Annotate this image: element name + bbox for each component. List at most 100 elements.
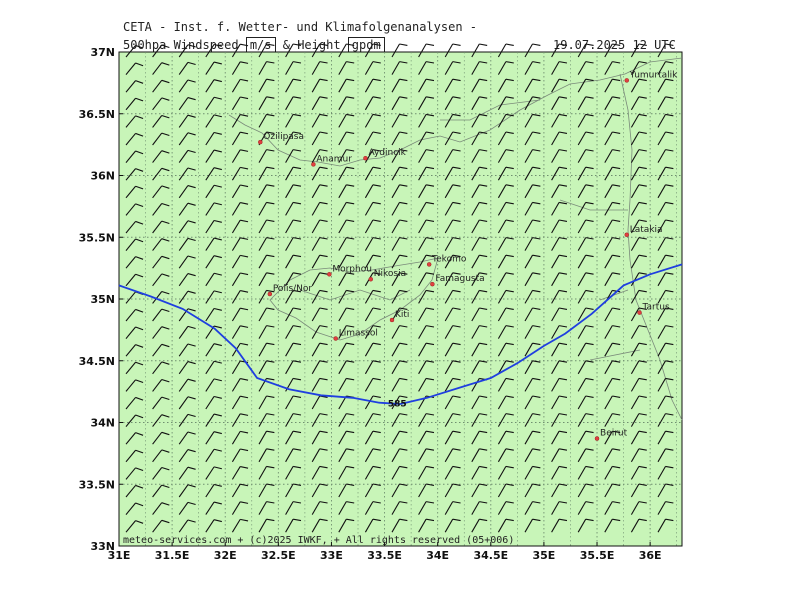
wind-barb <box>205 255 222 269</box>
wind-barb <box>258 96 275 111</box>
svg-text:Beirut: Beirut <box>600 429 628 439</box>
wind-barb <box>152 449 170 463</box>
wind-barb <box>630 430 647 445</box>
wind-barb <box>258 307 275 322</box>
city-markers: Yumurtalik Ozilipasa Anamur Aydincik Latakia… <box>258 70 678 441</box>
wind-barb <box>391 113 408 128</box>
wind-barb <box>418 237 435 251</box>
wind-barb <box>285 518 302 533</box>
wind-barb <box>551 307 568 322</box>
wind-barb <box>444 289 461 304</box>
wind-barb <box>577 430 594 445</box>
wind-barb <box>338 448 355 463</box>
wind-barb <box>657 307 674 322</box>
wind-barb <box>630 413 647 427</box>
wind-barb <box>125 168 144 181</box>
wind-barb <box>258 254 275 269</box>
wind-barb <box>258 289 275 304</box>
wind-barb <box>178 519 196 533</box>
wind-barb <box>338 307 355 322</box>
wind-barb <box>338 219 355 234</box>
wind-barb <box>524 289 541 304</box>
wind-barb <box>630 307 647 322</box>
wind-barb <box>231 254 249 269</box>
wind-barb <box>231 237 249 251</box>
wind-barb <box>524 342 541 357</box>
wind-barb <box>524 325 541 339</box>
wind-barb <box>577 131 594 146</box>
lon-tick-label: 32.5E <box>261 549 296 562</box>
lat-tick-label: 37N <box>90 46 115 59</box>
wind-barb <box>205 79 222 93</box>
wind-barb <box>657 448 674 463</box>
wind-barb <box>338 430 355 445</box>
wind-barb <box>391 184 408 199</box>
coastline-levant <box>619 73 683 421</box>
wind-barb <box>285 360 302 375</box>
wind-barb <box>311 149 328 163</box>
wind-barb <box>285 413 302 427</box>
wind-barb <box>630 96 647 111</box>
wind-barb <box>311 254 328 269</box>
wind-barb <box>258 413 275 427</box>
wind-barb <box>444 465 461 480</box>
wind-barb <box>125 220 144 234</box>
wind-barb <box>524 518 541 533</box>
wind-barb <box>178 466 196 480</box>
wind-barb <box>152 220 170 234</box>
wind-barb <box>418 448 435 463</box>
wind-barb <box>604 272 621 287</box>
wind-barb <box>258 237 275 251</box>
lat-tick-label: 34N <box>90 417 115 430</box>
wind-barb <box>311 307 328 322</box>
wind-barb <box>444 325 461 339</box>
wind-barb <box>391 43 408 58</box>
wind-barb <box>604 113 621 128</box>
wind-barb <box>657 360 674 375</box>
wind-barb <box>551 395 568 410</box>
wind-barb <box>391 377 408 392</box>
wind-barb <box>125 502 144 515</box>
wind-barb <box>258 166 275 181</box>
wind-barb <box>444 43 461 58</box>
wind-barb <box>604 501 621 515</box>
wind-barb <box>391 96 408 111</box>
wind-barb <box>205 114 222 128</box>
wind-barb <box>551 149 568 163</box>
wind-barb <box>418 254 435 269</box>
wind-barb <box>524 96 541 111</box>
wind-barb <box>471 289 488 304</box>
wind-barb <box>231 395 249 410</box>
unit-box-height: gpdm <box>347 37 385 53</box>
wind-barb <box>311 96 328 111</box>
wind-barb <box>524 448 541 463</box>
wind-barb <box>551 360 568 375</box>
wind-barb <box>418 289 435 304</box>
wind-barb <box>205 343 222 357</box>
wind-barb <box>391 78 408 93</box>
wind-barb <box>604 219 621 234</box>
wind-barb <box>338 78 355 93</box>
wind-barb <box>577 43 594 58</box>
wind-barb <box>364 254 381 269</box>
wind-barb <box>524 237 541 251</box>
wind-barb <box>497 78 514 93</box>
wind-barb <box>311 184 328 199</box>
wind-barb <box>577 201 594 216</box>
wind-barb <box>657 395 674 410</box>
wind-barb <box>604 307 621 322</box>
wind-barb <box>391 465 408 480</box>
wind-barb <box>152 290 170 304</box>
wind-barb <box>471 501 488 515</box>
wind-barb <box>604 254 621 269</box>
wind-barb <box>497 113 514 128</box>
wind-barb <box>444 131 461 146</box>
wind-barb <box>285 113 302 128</box>
wind-barb <box>311 61 328 75</box>
map-credit: meteo-services.com + (c)2025 IWKF, + All… <box>123 535 514 546</box>
wind-barb <box>178 114 196 128</box>
wind-barb <box>471 307 488 322</box>
wind-barb <box>285 219 302 234</box>
wind-barb <box>577 272 594 287</box>
